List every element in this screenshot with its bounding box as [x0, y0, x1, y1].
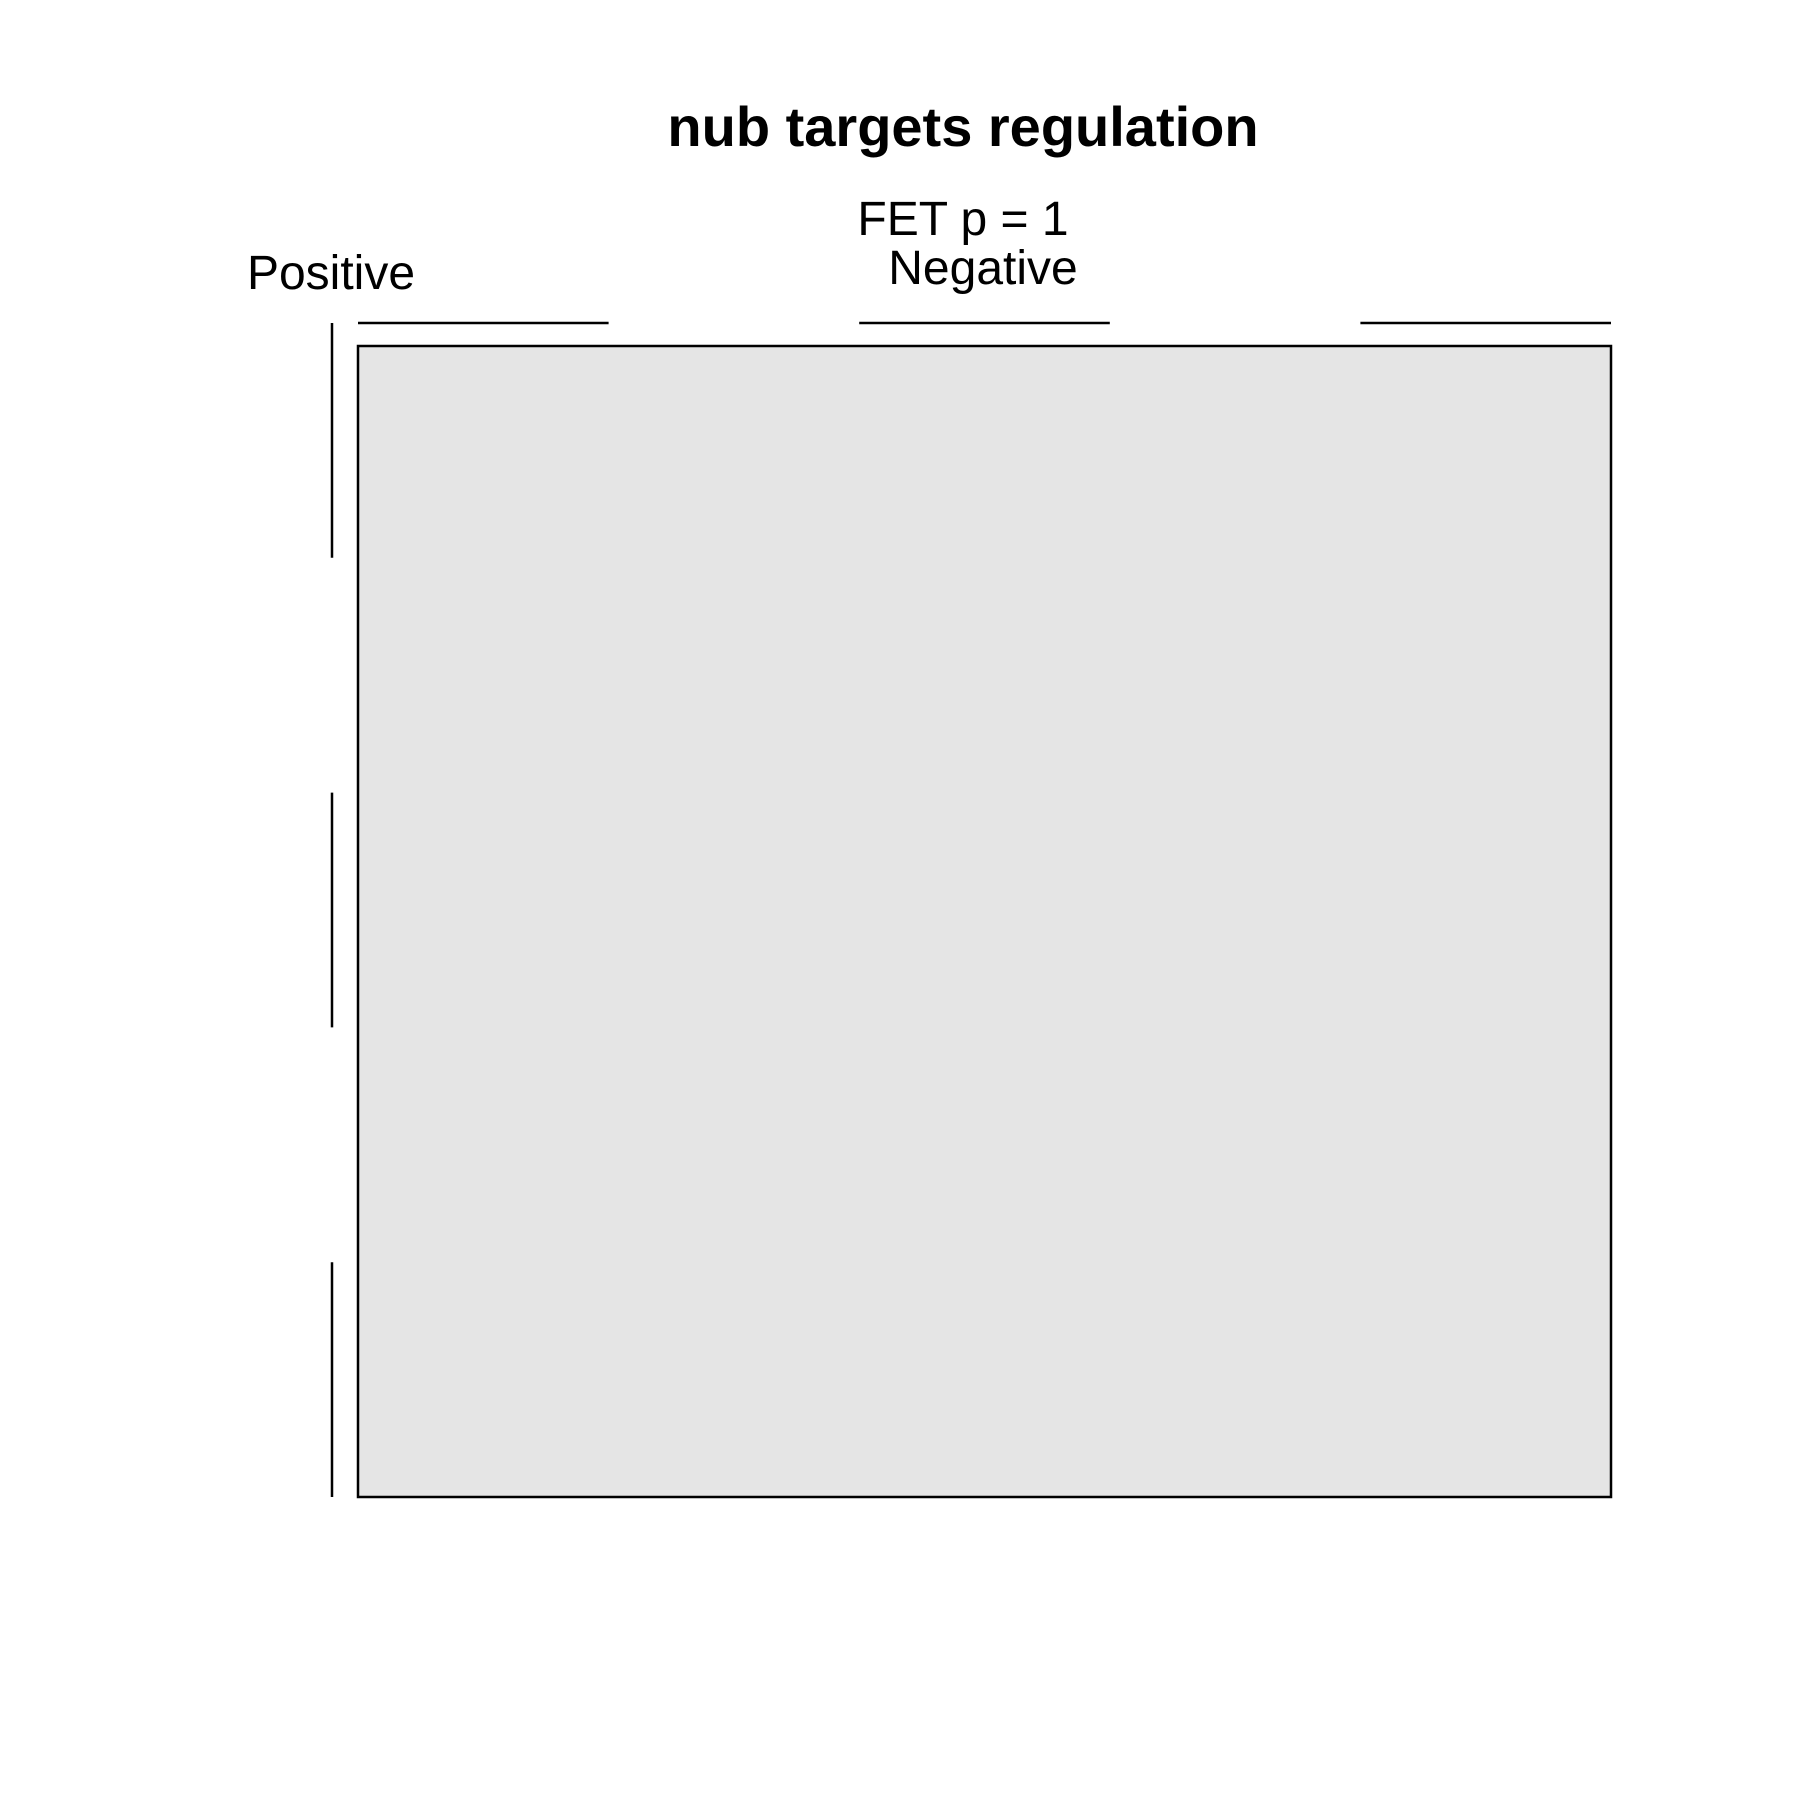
chart-title: nub targets regulation — [667, 95, 1258, 158]
chart-subtitle: FET p = 1 — [857, 193, 1068, 246]
y-axis-label: Positive — [247, 247, 415, 300]
x-axis-label: Negative — [888, 242, 1077, 295]
heatmap-cell — [356, 344, 1613, 1499]
heatmap-cells — [356, 344, 1613, 1499]
